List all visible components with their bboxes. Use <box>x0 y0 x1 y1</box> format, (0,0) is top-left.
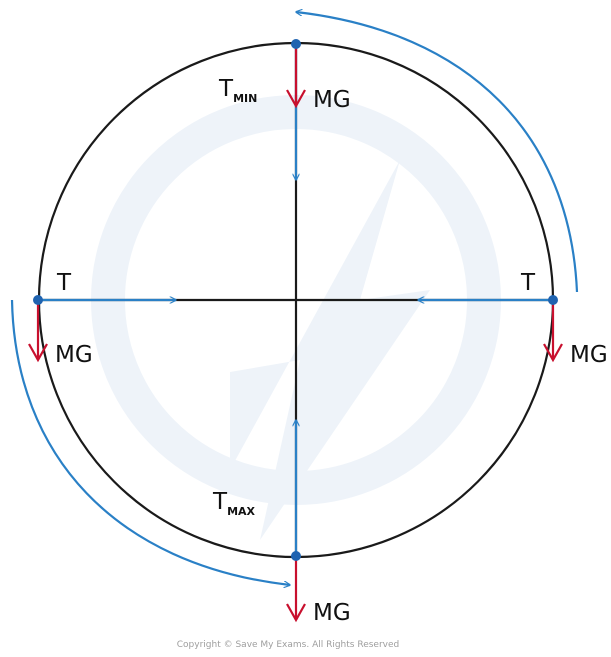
label-weight-left: MG <box>55 342 93 368</box>
weight-arrow-right <box>543 300 563 363</box>
rotation-arrow-upper-right <box>296 12 579 293</box>
rotation-arrow-lower-left <box>10 299 290 585</box>
weight-arrow-left <box>28 300 48 363</box>
point-bottom <box>291 551 301 561</box>
label-weight-right: MG <box>570 342 608 368</box>
point-right <box>548 295 558 305</box>
point-left <box>33 295 43 305</box>
weight-arrow-bottom <box>286 556 306 623</box>
label-weight-bottom: MG <box>313 600 351 626</box>
weight-arrow-top <box>286 44 306 109</box>
copyright-notice: Copyright © Save My Exams. All Rights Re… <box>177 640 399 650</box>
label-tension-bottom: TMAX <box>212 489 256 518</box>
point-top <box>291 39 301 49</box>
label-weight-top: MG <box>313 87 351 113</box>
label-tension-left: T <box>56 270 72 296</box>
label-tension-top: TMIN <box>218 76 257 105</box>
label-tension-right: T <box>520 270 536 296</box>
